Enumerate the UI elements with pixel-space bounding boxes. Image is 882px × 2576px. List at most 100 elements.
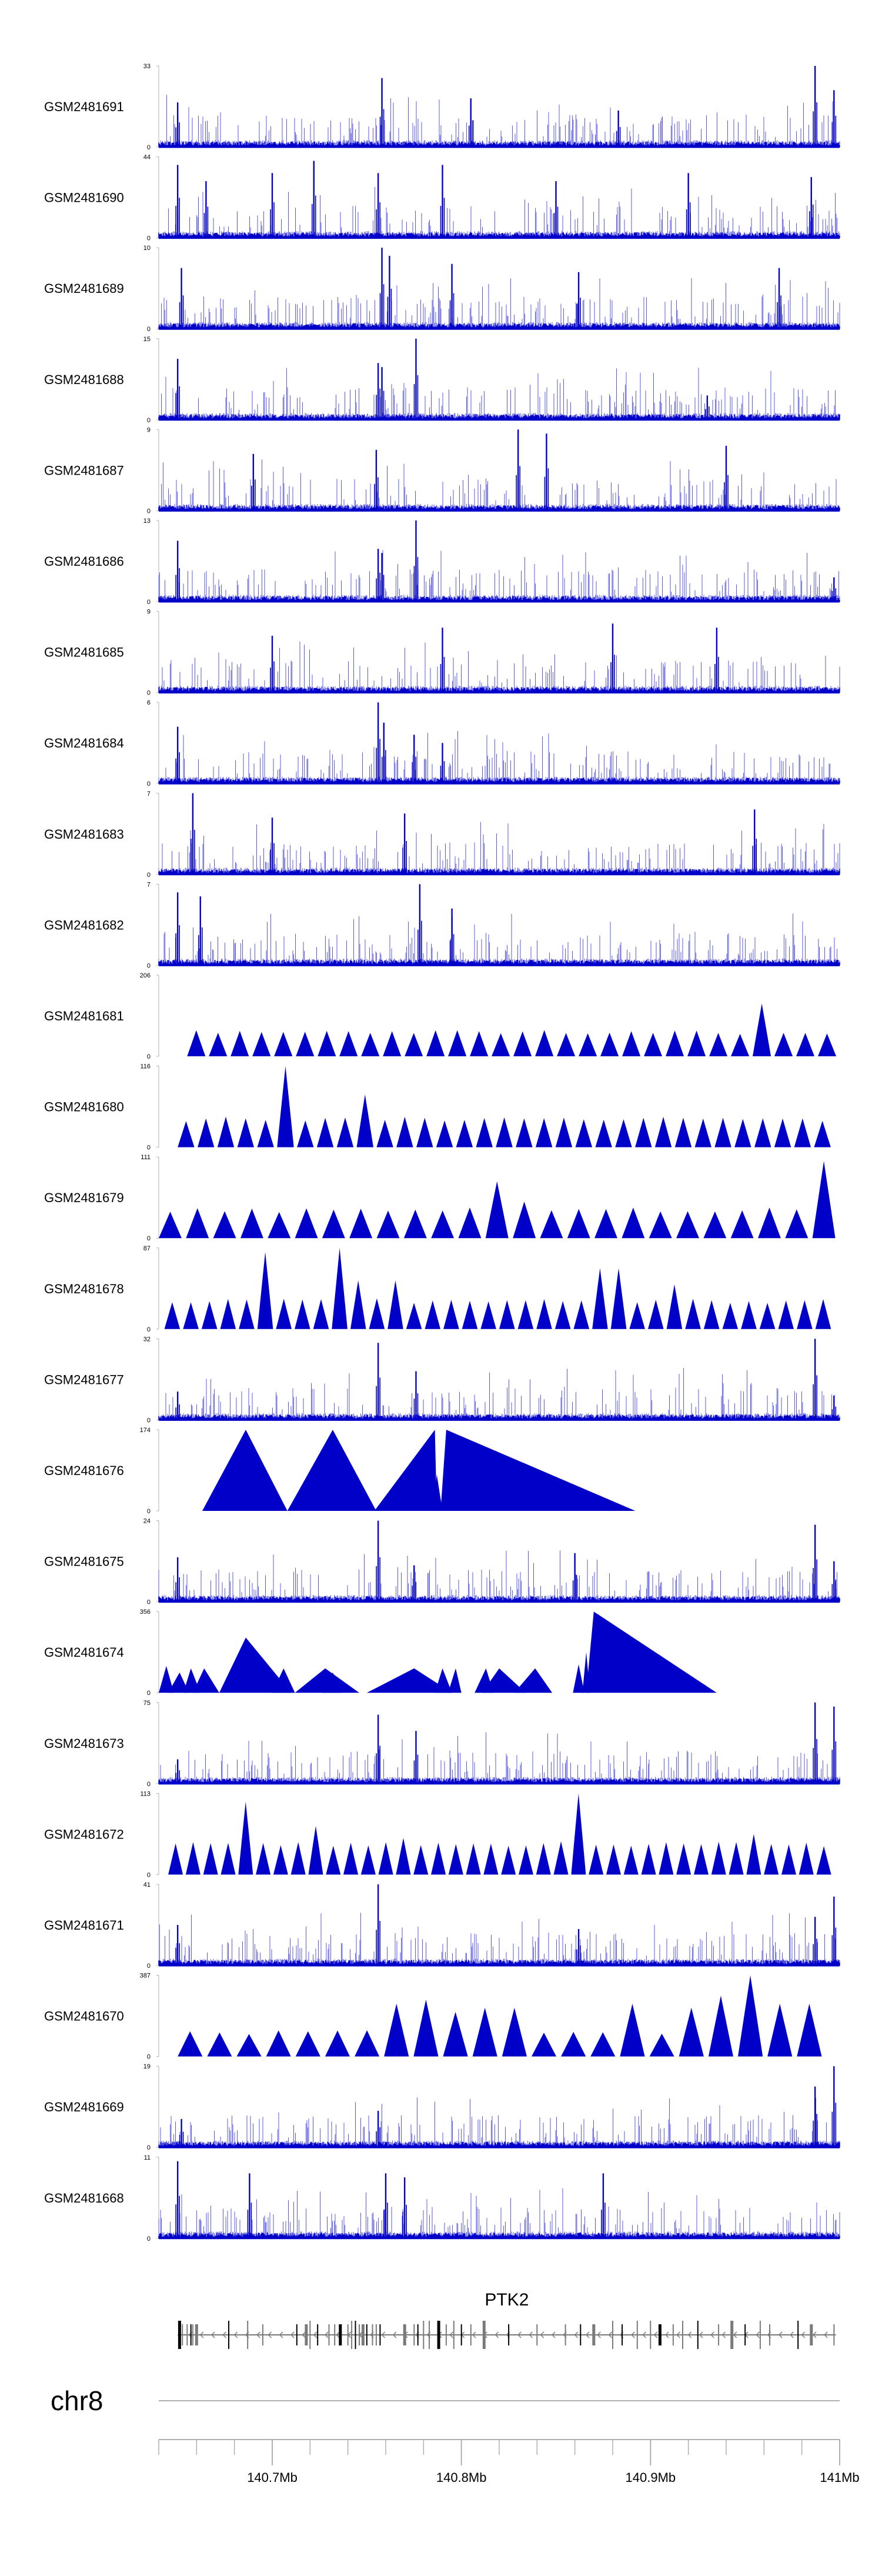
signal-peak — [759, 1303, 776, 1329]
strand-arrow — [268, 2331, 272, 2338]
exon — [178, 2321, 181, 2349]
signal-peak — [462, 1300, 478, 1329]
signal-peak — [731, 1033, 750, 1056]
track-GSM2481671: GSM2481671 41 0 — [44, 1881, 840, 1970]
signal-peak — [159, 1666, 174, 1693]
signal-peak — [343, 1843, 359, 1875]
track-GSM2481686: GSM2481686 13 0 — [44, 518, 840, 606]
signal-peak — [403, 1209, 427, 1239]
signal-peak — [644, 1033, 663, 1056]
track-ymax-label: 356 — [140, 1609, 151, 1616]
track-label: GSM2481679 — [44, 1190, 124, 1205]
exon — [361, 2324, 365, 2345]
track-label: GSM2481676 — [44, 1463, 124, 1478]
signal-peak — [187, 1030, 206, 1056]
track-GSM2481681: GSM2481681 206 0 — [44, 972, 837, 1060]
track-ymin-label: 0 — [147, 144, 151, 151]
track-ymin-label: 0 — [147, 1508, 151, 1515]
strand-arrow — [699, 2331, 703, 2338]
track-GSM2481669: GSM2481669 19 0 — [44, 2063, 840, 2151]
track-ymax-label: 44 — [143, 154, 151, 161]
signal-peak — [540, 1210, 563, 1239]
track-ymin-label: 0 — [147, 780, 151, 788]
track-label: GSM2481691 — [44, 99, 124, 114]
track-ymax-label: 7 — [147, 790, 151, 798]
track-label: GSM2481670 — [44, 2009, 124, 2024]
signal-peak — [659, 1842, 674, 1875]
track-ymin-label: 0 — [147, 1053, 151, 1060]
exon — [262, 2324, 263, 2345]
signal-peak — [536, 1118, 553, 1147]
exon — [697, 2321, 699, 2349]
axis-tick-label: 141Mb — [820, 2470, 859, 2485]
strand-arrow — [585, 2331, 590, 2338]
signal-peak — [741, 1301, 757, 1329]
exon — [355, 2321, 356, 2349]
strand-arrow — [721, 2331, 726, 2338]
strand-arrow — [687, 2331, 692, 2338]
signal-peak — [361, 1033, 380, 1056]
track-ymin-label: 0 — [147, 1963, 151, 1970]
signal-peak — [610, 1268, 627, 1329]
coverage-bars — [158, 186, 840, 238]
signal-peak — [516, 1118, 533, 1147]
coverage-baseline — [158, 505, 840, 511]
track-GSM2481689: GSM2481689 10 0 — [44, 245, 840, 333]
strand-arrow — [279, 2331, 283, 2338]
signal-peak — [714, 1117, 731, 1147]
signal-peak — [482, 1668, 526, 1693]
signal-peak — [654, 1116, 672, 1147]
signal-peak — [557, 1033, 576, 1056]
strand-arrow — [233, 2331, 238, 2338]
strand-arrow — [302, 2331, 306, 2338]
coverage-baseline — [158, 1960, 840, 1966]
track-ymin-label: 0 — [147, 2144, 151, 2151]
axis-tick-label: 140.8Mb — [436, 2470, 487, 2485]
signal-peak — [360, 1845, 376, 1875]
exon — [334, 2324, 336, 2345]
exon — [508, 2324, 510, 2345]
strand-arrow — [199, 2331, 204, 2338]
exon — [182, 2324, 183, 2345]
exon — [612, 2321, 613, 2349]
strand-arrow — [256, 2331, 260, 2338]
track-GSM2481688: GSM2481688 15 0 — [44, 336, 840, 424]
gene-track: PTK2 — [178, 2290, 836, 2349]
signal-peak — [436, 1120, 453, 1147]
signal-peak — [168, 1672, 189, 1693]
strand-arrow — [211, 2331, 215, 2338]
signal-peak — [502, 2007, 527, 2057]
signal-peak — [622, 1207, 645, 1239]
track-ymin-label: 0 — [147, 508, 151, 515]
exon — [536, 2324, 538, 2345]
signal-peak — [266, 2030, 291, 2057]
signal-peak — [325, 2030, 350, 2057]
signal-peak — [648, 1300, 664, 1329]
signal-peak — [203, 1843, 218, 1875]
signal-peak — [575, 1119, 593, 1147]
signal-peak — [573, 1300, 590, 1329]
exon — [328, 2324, 330, 2345]
signal-peak — [164, 1302, 181, 1329]
signal-peak — [433, 1474, 443, 1511]
signal-peak — [369, 1298, 385, 1329]
coverage-bars — [158, 641, 840, 693]
signal-peak — [326, 1846, 341, 1875]
track-GSM2481683: GSM2481683 7 0 — [44, 790, 840, 879]
track-ymin-label: 0 — [147, 872, 151, 879]
signal-peak — [774, 1033, 793, 1056]
coverage-baseline — [158, 414, 840, 420]
coverage-bars — [158, 822, 840, 875]
track-label: GSM2481682 — [44, 917, 124, 932]
signal-peak — [622, 1031, 641, 1056]
track-label: GSM2481685 — [44, 645, 124, 660]
track-ymax-label: 113 — [140, 1790, 151, 1797]
signal-peak — [754, 1118, 771, 1147]
signal-peak — [396, 1838, 411, 1875]
signal-peak — [396, 1116, 413, 1147]
signal-peak — [192, 1668, 219, 1693]
track-ymax-label: 174 — [140, 1427, 151, 1434]
track-ymax-label: 87 — [143, 1245, 151, 1252]
track-GSM2481675: GSM2481675 24 0 — [44, 1518, 840, 1606]
